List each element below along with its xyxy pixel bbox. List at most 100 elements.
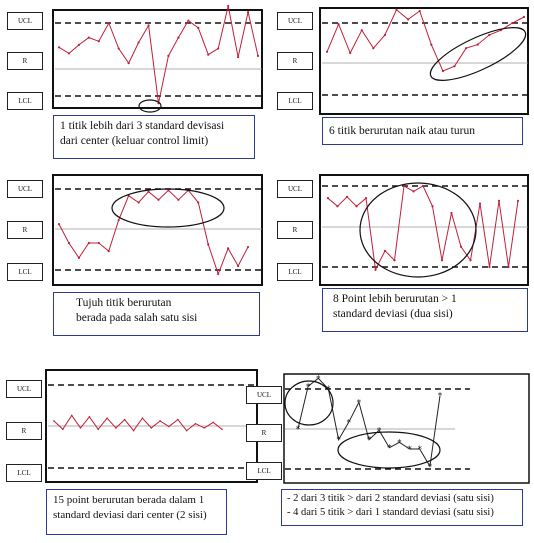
data-point: * xyxy=(306,382,311,392)
data-point xyxy=(246,245,250,249)
series-line xyxy=(53,414,223,432)
data-point: * xyxy=(296,425,301,435)
data-point xyxy=(237,55,240,59)
data-point xyxy=(53,420,55,422)
data-point xyxy=(511,21,514,25)
r-label: R xyxy=(6,422,42,440)
caption-line: 6 titik berurutan naik atau turun xyxy=(329,125,475,137)
lcl-label: LCL xyxy=(277,263,313,281)
data-point xyxy=(221,428,223,431)
data-point xyxy=(197,26,200,29)
data-point xyxy=(522,15,526,19)
caption-line: 1 titik lebih dari 3 standard devisasi xyxy=(60,120,225,132)
caption-line: Tujuh titik berurutan xyxy=(76,297,172,309)
data-point xyxy=(478,202,482,205)
data-point xyxy=(62,428,64,431)
data-point xyxy=(383,33,387,37)
chart-frame xyxy=(52,174,263,286)
data-point xyxy=(430,43,433,46)
data-point xyxy=(87,36,90,39)
data-point: * xyxy=(407,445,412,455)
data-point xyxy=(79,427,82,429)
data-point xyxy=(207,243,210,246)
data-point: * xyxy=(346,418,351,428)
data-point: * xyxy=(377,426,382,436)
data-point xyxy=(137,201,140,204)
data-point xyxy=(393,259,396,262)
data-point xyxy=(217,272,220,276)
caption-line: berada pada salah satu sisi xyxy=(76,312,198,324)
r-label: R xyxy=(7,221,43,239)
data-point xyxy=(431,205,434,208)
series-line xyxy=(297,377,441,468)
data-point xyxy=(345,195,349,198)
data-point xyxy=(87,241,90,245)
caption-line: 15 point berurutan berada dalam 1 xyxy=(53,494,205,506)
data-point: * xyxy=(428,462,433,472)
data-point xyxy=(177,198,180,201)
data-point xyxy=(412,190,415,193)
data-point xyxy=(516,199,520,202)
data-point xyxy=(117,47,120,50)
highlight-ellipse xyxy=(337,431,441,469)
data-point xyxy=(337,23,340,26)
data-point: * xyxy=(357,398,362,408)
data-point xyxy=(107,250,110,253)
chart-frame xyxy=(319,7,529,115)
data-point xyxy=(177,36,180,39)
caption-box-5: 15 point berurutan berada dalam 1 standa… xyxy=(46,489,227,535)
data-point xyxy=(325,50,329,53)
data-point xyxy=(147,190,150,193)
chart-panel-1: UCL R LCL xyxy=(5,4,263,113)
highlight-ellipse xyxy=(138,99,162,113)
chart-panel-4: UCL R LCL xyxy=(275,172,530,287)
highlight-ellipse xyxy=(429,27,527,81)
data-point xyxy=(77,43,80,47)
chart-panel-6: UCL R LCL * * * * * * * * * * * * * * * xyxy=(245,372,530,487)
data-point xyxy=(453,65,456,68)
data-point xyxy=(187,19,190,22)
data-point xyxy=(418,9,421,13)
chart-frame xyxy=(283,373,530,484)
ucl-label: UCL xyxy=(6,380,42,398)
data-point xyxy=(67,52,71,55)
data-point xyxy=(207,53,210,56)
data-point xyxy=(256,54,260,57)
data-point: * xyxy=(367,436,372,446)
data-point xyxy=(159,420,161,422)
data-point xyxy=(246,10,250,14)
data-point xyxy=(88,416,91,418)
caption-box-2: 6 titik berurutan naik atau turun xyxy=(322,117,523,145)
data-point xyxy=(450,211,453,215)
data-point xyxy=(70,414,73,417)
data-point xyxy=(167,54,170,57)
lcl-label: LCL xyxy=(277,92,313,110)
data-point xyxy=(227,4,230,8)
data-point: * xyxy=(438,392,443,402)
ucl-label: UCL xyxy=(246,386,282,404)
data-point xyxy=(459,245,463,248)
data-point xyxy=(497,199,501,202)
data-point xyxy=(227,247,230,250)
caption-line: - 4 dari 5 titik > dari 1 standard devia… xyxy=(287,507,494,518)
data-point: * xyxy=(417,445,422,455)
data-point xyxy=(197,201,200,204)
data-point xyxy=(127,62,130,65)
data-point: * xyxy=(397,438,402,448)
ucl-label: UCL xyxy=(277,12,313,30)
data-point xyxy=(212,421,214,424)
series-line xyxy=(58,5,259,104)
caption-box-1: 1 titik lebih dari 3 standard devisasi d… xyxy=(53,115,255,159)
series-line xyxy=(327,185,519,272)
data-point xyxy=(123,418,126,421)
data-point: * xyxy=(336,436,341,446)
data-point xyxy=(488,33,491,37)
ucl-label: UCL xyxy=(7,180,43,198)
data-point xyxy=(360,29,363,32)
series-line xyxy=(326,9,525,72)
ucl-label: UCL xyxy=(277,180,313,198)
data-point xyxy=(115,427,117,429)
data-point xyxy=(236,264,240,268)
r-label: R xyxy=(7,52,43,70)
data-point: * xyxy=(316,374,321,384)
